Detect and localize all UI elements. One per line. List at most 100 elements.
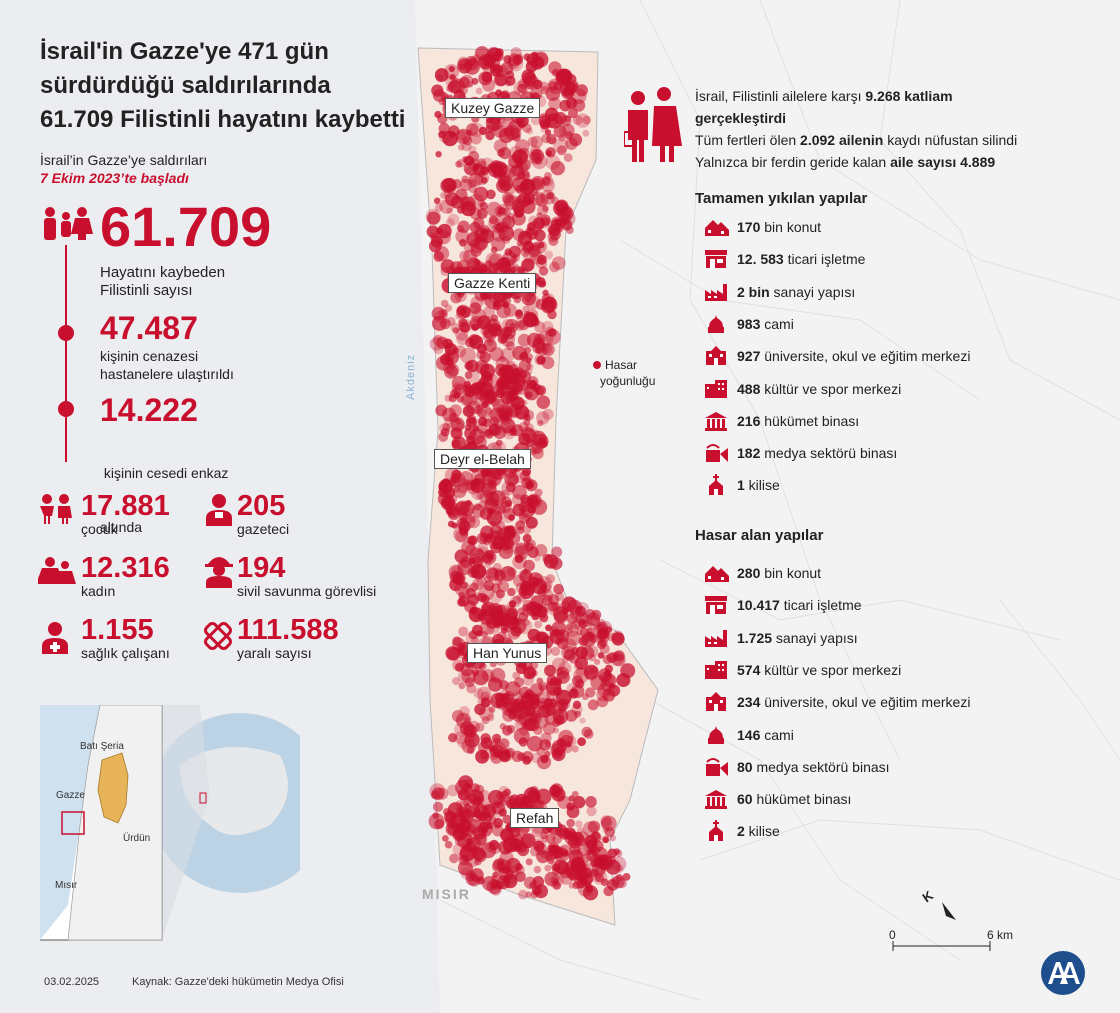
damaged-item-value: 2 — [737, 823, 745, 840]
page-title: İsrail'in Gazze'ye 471 gün sürdürdüğü sa… — [40, 35, 420, 137]
families-line-1-text: İsrail, Filistinli ailelere karşı — [695, 88, 866, 104]
damaged-item-label: kilise — [744, 823, 780, 840]
destroyed-title: Tamamen yıkılan yapılar — [695, 190, 868, 207]
damaged-item-row: 10.417 ticari işletme — [703, 592, 862, 618]
media-icon — [703, 756, 729, 778]
damage-legend: Hasar yoğunluğu — [600, 357, 655, 389]
school-icon — [703, 691, 729, 713]
journalist-icon — [206, 494, 232, 526]
damaged-item-value: 60 — [737, 791, 753, 808]
children-icon — [40, 494, 72, 524]
women-label: kadın — [81, 583, 116, 599]
inset-west-bank-label: Batı Şeria — [80, 741, 124, 752]
houses-icon — [703, 562, 729, 584]
women-icon — [38, 557, 76, 584]
destroyed-item-value: 216 — [737, 412, 761, 429]
main-stats-timeline — [44, 207, 93, 462]
factory-icon — [703, 627, 729, 649]
damaged-title: Hasar alan yapılar — [695, 527, 824, 544]
total-killed-label: Hayatını kaybeden Filistinli sayısı — [100, 264, 225, 300]
damaged-item-text: 280 bin konut — [737, 565, 821, 581]
single-survivor-families: aile sayısı 4.889 — [890, 154, 996, 170]
city-label-gazze-kenti: Gazze Kenti — [448, 273, 537, 293]
civil-defense-label: sivil savunma görevlisi — [237, 583, 377, 599]
casualty-breakdown: 17.881 çocuk 205 gazeteci 12.316 kadın 1… — [38, 490, 438, 670]
total-killed-label-1: Hayatını kaybeden — [100, 264, 226, 281]
children-value: 17.881 — [81, 490, 170, 522]
scale-bar — [892, 941, 991, 951]
destroyed-item-label: hükümet binası — [760, 412, 860, 429]
civil-defense-value: 194 — [237, 552, 286, 584]
families-line-2-text: gerçekleştirdi — [695, 110, 787, 126]
damage-legend-dot — [593, 361, 601, 369]
start-note-date: 7 Ekim 2023’te başladı — [40, 170, 189, 186]
title-line-1: İsrail'in Gazze'ye 471 gün — [40, 38, 329, 65]
damaged-item-label: cami — [760, 726, 794, 743]
children-label: çocuk — [81, 521, 118, 537]
damaged-item-text: 2 kilise — [737, 823, 780, 839]
damaged-item-text: 1.725 sanayi yapısı — [737, 630, 858, 646]
destroyed-item-value: 488 — [737, 380, 761, 397]
injured-value: 111.588 — [237, 614, 339, 646]
inset-gaza-label: Gazze — [56, 790, 85, 801]
scale-start: 0 — [889, 928, 896, 942]
destroyed-item-text: 12. 583 ticari işletme — [737, 251, 865, 267]
government-icon — [703, 788, 729, 810]
west-bank-shape — [97, 752, 129, 824]
damaged-item-text: 10.417 ticari işletme — [737, 597, 862, 613]
damaged-item-value: 574 — [737, 661, 761, 678]
destroyed-item-value: 182 — [737, 445, 761, 462]
health-workers-label: sağlık çalışanı — [81, 645, 170, 661]
families-line-3: Tüm fertleri ölen 2.092 ailenin kaydı nü… — [695, 129, 1017, 151]
gaza-highlight — [61, 811, 85, 835]
destroyed-item-value: 983 — [737, 315, 761, 332]
destroyed-item-row: 927 üniversite, okul ve eğitim merkezi — [703, 343, 970, 369]
destroyed-item-row: 170 bin konut — [703, 214, 821, 240]
health-workers-value: 1.155 — [81, 614, 154, 646]
mosque-icon — [703, 313, 729, 335]
massacre-count: 9.268 katliam — [865, 88, 953, 104]
inset-map — [40, 705, 300, 941]
culture-icon — [703, 659, 729, 681]
city-label-deyr-el-belah: Deyr el-Belah — [434, 449, 531, 469]
damaged-item-value: 80 — [737, 758, 753, 775]
women-value: 12.316 — [81, 552, 170, 584]
destroyed-item-row: 2 bin sanayi yapısı — [703, 279, 855, 305]
destroyed-item-row: 488 kültür ve spor merkezi — [703, 376, 901, 402]
damaged-item-label: bin konut — [760, 565, 822, 581]
destroyed-item-text: 170 bin konut — [737, 219, 821, 235]
family-icon — [44, 207, 93, 240]
damaged-item-label: hükümet binası — [752, 791, 852, 808]
sea-label: Akdeniz — [405, 353, 417, 400]
destroyed-item-label: medya sektörü binası — [760, 445, 898, 462]
damaged-item-row: 234 üniversite, okul ve eğitim merkezi — [703, 689, 970, 715]
damaged-item-text: 60 hükümet binası — [737, 791, 851, 807]
damaged-item-row: 146 cami — [703, 722, 794, 748]
houses-icon — [703, 216, 729, 238]
church-icon — [703, 474, 729, 496]
damaged-item-label: üniversite, okul ve eğitim merkezi — [760, 694, 971, 711]
health-worker-icon — [42, 622, 68, 654]
destroyed-item-value: 1 — [737, 477, 745, 494]
culture-icon — [703, 378, 729, 400]
destroyed-item-value: 2 bin — [737, 283, 770, 300]
footer-date: 03.02.2025 — [44, 976, 100, 988]
families-line-3-pre: Tüm fertleri ölen — [695, 132, 801, 148]
damaged-item-row: 1.725 sanayi yapısı — [703, 625, 858, 651]
road-network — [439, 0, 1120, 1001]
total-killed-label-2: Filistinli sayısı — [100, 282, 193, 299]
destroyed-item-label: kilise — [744, 477, 780, 494]
aa-logo — [1041, 951, 1085, 995]
erased-families-count: 2.092 ailenin — [800, 132, 884, 148]
under-rubble-value: 14.222 — [100, 392, 198, 428]
damaged-item-label: medya sektörü binası — [752, 758, 890, 775]
north-arrow-icon — [942, 902, 956, 920]
families-line-3-post: kaydı nüfustan silindi — [883, 132, 1018, 148]
families-line-4-pre: Yalnızca bir ferdin geride kalan — [695, 154, 891, 170]
destroyed-item-text: 182 medya sektörü binası — [737, 445, 897, 461]
damaged-item-row: 574 kültür ve spor merkezi — [703, 657, 901, 683]
destroyed-item-text: 216 hükümet binası — [737, 413, 859, 429]
legend-line-1: Hasar — [605, 358, 638, 372]
city-label-kuzey-gazze: Kuzey Gazze — [445, 98, 541, 118]
damaged-item-value: 280 — [737, 565, 761, 581]
